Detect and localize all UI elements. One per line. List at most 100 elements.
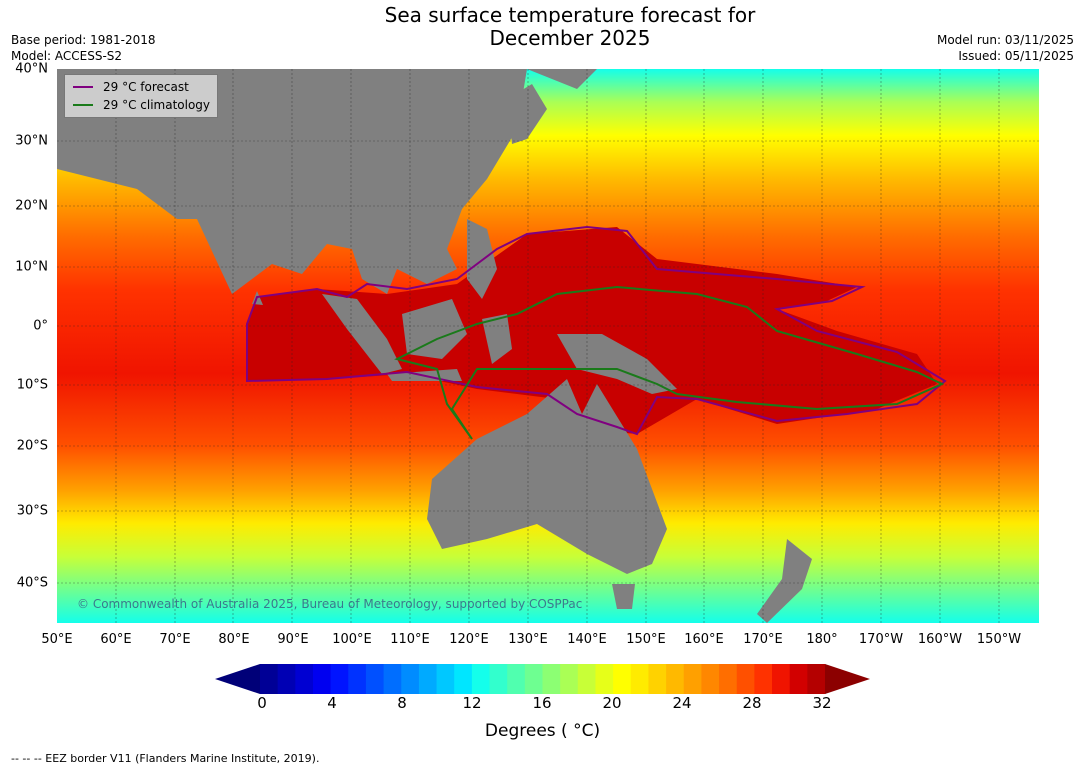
colorbar-tick-24: 24 (672, 694, 692, 712)
lon-label-180: 180° (806, 632, 838, 647)
colorbar-segment (260, 664, 279, 694)
legend-row-climatology: 29 °C climatology (73, 96, 210, 114)
colorbar-segment (595, 664, 614, 694)
issued-date: Issued: 05/11/2025 (958, 49, 1074, 63)
colorbar-segment (736, 664, 755, 694)
colorbar-tick-8: 8 (397, 694, 407, 712)
lon-label-70e: 70°E (159, 632, 191, 647)
land-japan (507, 84, 547, 144)
colorbar-segment (348, 664, 367, 694)
lon-label-170e: 170°E (743, 632, 783, 647)
legend-row-forecast: 29 °C forecast (73, 78, 189, 96)
colorbar (215, 664, 870, 694)
colorbar-segment (754, 664, 773, 694)
land-borneo (402, 299, 467, 359)
colorbar-segment (542, 664, 561, 694)
colorbar-under-arrow (215, 664, 260, 694)
lat-label-30n: 30°N (15, 133, 48, 149)
land-masses (57, 69, 812, 623)
lon-label-80e: 80°E (218, 632, 250, 647)
colorbar-segment (436, 664, 455, 694)
legend-swatch-climatology (73, 104, 93, 106)
meta-right: Model run: 03/11/2025 Issued: 05/11/2025 (937, 32, 1074, 64)
colorbar-segment (630, 664, 649, 694)
colorbar-segment (524, 664, 543, 694)
colorbar-segment (401, 664, 420, 694)
colorbar-tick-0: 0 (257, 694, 267, 712)
colorbar-segment (666, 664, 685, 694)
legend-label-forecast: 29 °C forecast (103, 80, 189, 94)
colorbar-over-arrow (825, 664, 870, 694)
colorbar-segment (560, 664, 579, 694)
colorbar-segment (648, 664, 667, 694)
model-name: Model: ACCESS-S2 (11, 49, 123, 63)
colorbar-segment (719, 664, 738, 694)
lon-label-160e: 160°E (684, 632, 724, 647)
colorbar-tick-28: 28 (742, 694, 762, 712)
eez-footnote: -- -- -- EEZ border V11 (Flanders Marine… (11, 752, 320, 765)
lon-label-50e: 50°E (41, 632, 73, 647)
title-line-2: December 2025 (489, 26, 651, 50)
model-run: Model run: 03/11/2025 (936, 33, 1074, 47)
meta-left: Base period: 1981-2018 Model: ACCESS-S2 (11, 32, 156, 64)
colorbar-segment (418, 664, 438, 694)
lon-label-100e: 100°E (332, 632, 372, 647)
colorbar-segment (471, 664, 491, 694)
colorbar-segment (789, 664, 808, 694)
contour-29c-climatology (394, 285, 945, 440)
colorbar-segment (277, 664, 296, 694)
map-legend: 29 °C forecast 29 °C climatology (64, 74, 218, 118)
sst-map (57, 69, 1039, 623)
lon-label-150e: 150°E (626, 632, 666, 647)
legend-swatch-forecast (73, 86, 93, 88)
colorbar-tick-4: 4 (327, 694, 337, 712)
copyright-notice: © Commonwealth of Australia 2025, Bureau… (77, 597, 583, 611)
lon-label-60e: 60°E (100, 632, 132, 647)
colorbar-segment (383, 664, 402, 694)
lon-label-90e: 90°E (277, 632, 309, 647)
lon-label-130e: 130°E (508, 632, 548, 647)
colorbar-segment (701, 664, 720, 694)
colorbar-tick-12: 12 (462, 694, 482, 712)
lat-label-40n: 40°N (15, 61, 48, 77)
land-philippines (467, 219, 497, 299)
colorbar-segment (613, 664, 632, 694)
colorbar-segment (330, 664, 349, 694)
base-period: Base period: 1981-2018 (11, 33, 156, 47)
colorbar-segment (683, 664, 702, 694)
land-sumatra (322, 294, 402, 374)
land-asia (57, 69, 597, 294)
land-tasmania (612, 584, 635, 609)
lon-label-120e: 120°E (449, 632, 489, 647)
graticule (57, 69, 1039, 623)
lon-label-170w: 170°W (858, 632, 904, 647)
colorbar-segment (454, 664, 473, 694)
colorbar-segment (489, 664, 508, 694)
lat-label-30s: 30°S (16, 503, 48, 519)
colorbar-segment (312, 664, 332, 694)
lat-label-10n: 10°N (15, 259, 48, 275)
land-new-zealand (757, 539, 812, 623)
legend-label-climatology: 29 °C climatology (103, 98, 211, 112)
lat-label-10s: 10°S (16, 377, 48, 393)
lon-label-140e: 140°E (567, 632, 607, 647)
lat-label-40s: 40°S (16, 575, 48, 591)
land-australia (427, 379, 667, 574)
colorbar-segment (772, 664, 791, 694)
colorbar-tick-20: 20 (602, 694, 622, 712)
land-sulawesi (482, 314, 512, 364)
colorbar-segment (507, 664, 526, 694)
colorbar-tick-16: 16 (532, 694, 552, 712)
title-line-1: Sea surface temperature forecast for (384, 3, 756, 27)
colorbar-segment (295, 664, 314, 694)
lon-label-110e: 110°E (390, 632, 430, 647)
map-title: Sea surface temperature forecast for Dec… (0, 4, 1085, 50)
lat-label-20n: 20°N (15, 198, 48, 214)
lat-label-0: 0° (33, 318, 48, 334)
lat-label-20s: 20°S (16, 438, 48, 454)
contour-29c-forecast (246, 225, 947, 436)
colorbar-tick-32: 32 (812, 694, 832, 712)
colorbar-label: Degrees ( °C) (484, 721, 601, 741)
lon-label-150w: 150°W (976, 632, 1022, 647)
colorbar-segment (365, 664, 385, 694)
